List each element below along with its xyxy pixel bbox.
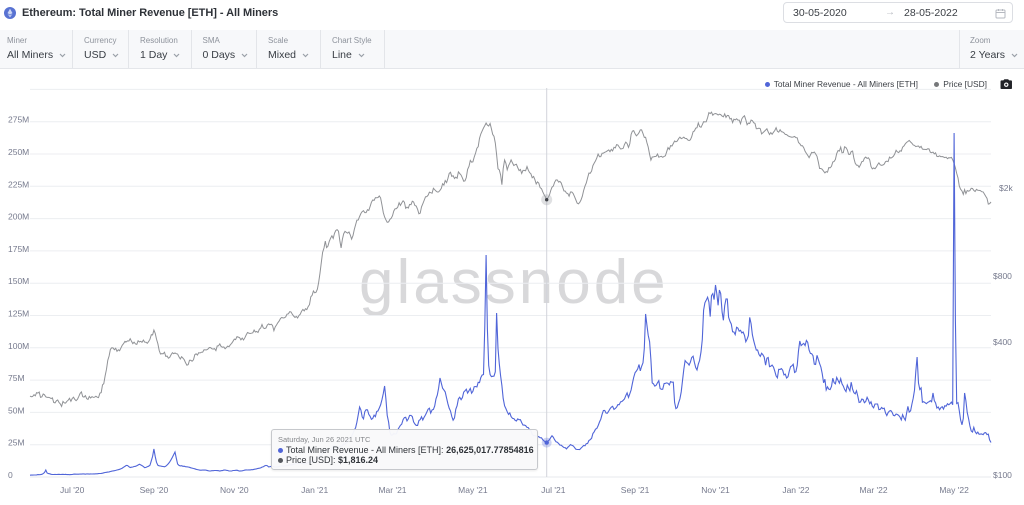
svg-text:75M: 75M xyxy=(8,373,25,383)
svg-text:150M: 150M xyxy=(8,276,29,286)
svg-text:200M: 200M xyxy=(8,212,29,222)
svg-text:Jan '21: Jan '21 xyxy=(301,485,328,495)
svg-text:0: 0 xyxy=(8,470,13,480)
svg-text:Nov '21: Nov '21 xyxy=(701,485,730,495)
svg-text:$100: $100 xyxy=(993,470,1012,480)
svg-text:Sep '21: Sep '21 xyxy=(621,485,650,495)
svg-text:Mar '21: Mar '21 xyxy=(378,485,406,495)
svg-text:Sep '20: Sep '20 xyxy=(140,485,169,495)
svg-text:275M: 275M xyxy=(8,115,29,125)
svg-text:225M: 225M xyxy=(8,179,29,189)
svg-text:Jul '21: Jul '21 xyxy=(541,485,566,495)
svg-text:125M: 125M xyxy=(8,309,29,319)
svg-text:$800: $800 xyxy=(993,271,1012,281)
svg-text:$400: $400 xyxy=(993,337,1012,347)
svg-text:250M: 250M xyxy=(8,147,29,157)
svg-text:May '21: May '21 xyxy=(458,485,488,495)
svg-text:Jan '22: Jan '22 xyxy=(782,485,809,495)
svg-text:50M: 50M xyxy=(8,405,25,415)
svg-text:175M: 175M xyxy=(8,244,29,254)
svg-text:Nov '20: Nov '20 xyxy=(220,485,249,495)
svg-text:Jul '20: Jul '20 xyxy=(60,485,85,495)
svg-text:100M: 100M xyxy=(8,341,29,351)
svg-text:$2k: $2k xyxy=(999,183,1013,193)
svg-text:Mar '22: Mar '22 xyxy=(860,485,888,495)
svg-text:25M: 25M xyxy=(8,438,25,448)
svg-text:May '22: May '22 xyxy=(939,485,969,495)
